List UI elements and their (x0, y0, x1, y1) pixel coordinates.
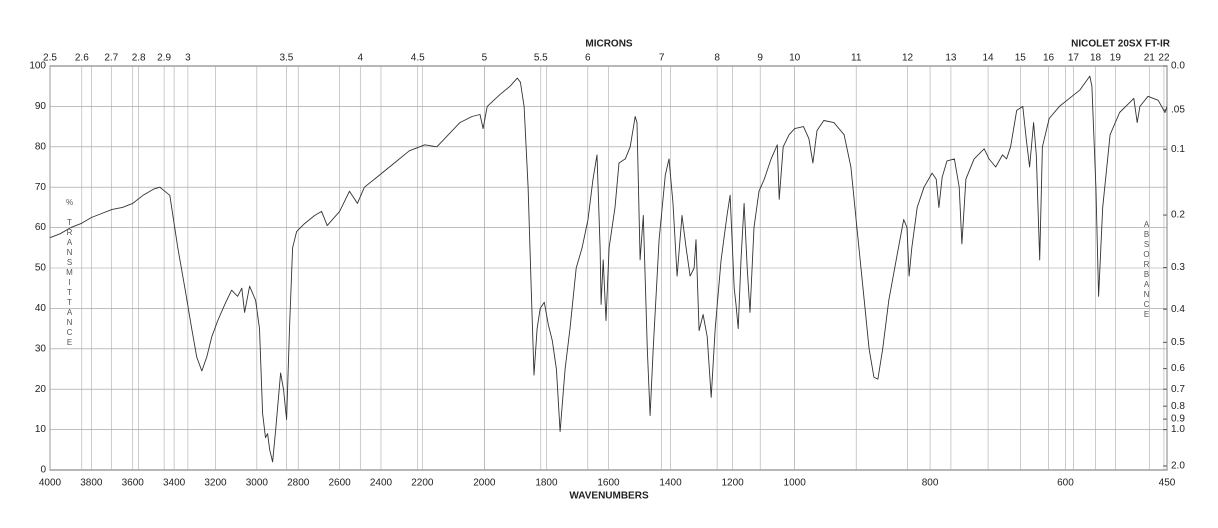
x2-tick-label: 2.8 (132, 53, 146, 64)
x-tick-label: 3600 (122, 478, 145, 489)
x2-tick-label: 9 (757, 53, 763, 64)
spectrum-line (49, 75, 1168, 463)
x2-tick-label: 6 (585, 53, 591, 64)
x2-tick-label: 21 (1144, 53, 1156, 64)
x-tick-label: 450 (1159, 478, 1176, 489)
y2-axis-label: ABSORBANCE (1142, 220, 1151, 320)
x2-tick-label: 2.7 (104, 53, 118, 64)
y2-tick-label: 0.6 (1171, 363, 1185, 374)
x2-tick-label: 8 (714, 53, 720, 64)
x-tick-label: 4000 (39, 478, 62, 489)
x2-tick-label: 15 (1015, 53, 1027, 64)
y2-tick-label: 0.0 (1171, 61, 1185, 72)
y-tick-label: 10 (35, 424, 47, 435)
x2-tick-label: 14 (983, 53, 995, 64)
x-tick-label: 3400 (163, 478, 186, 489)
x-tick-label: 1600 (597, 478, 620, 489)
y-tick-label: 80 (35, 141, 47, 152)
x2-tick-label: 10 (789, 53, 801, 64)
x2-tick-label: 3 (185, 53, 191, 64)
x-tick-label: 1400 (659, 478, 682, 489)
x2-tick-label: 13 (945, 53, 957, 64)
x2-tick-label: 16 (1043, 53, 1055, 64)
x2-tick-label: 2.5 (43, 53, 57, 64)
y2-tick-label: 0.4 (1171, 304, 1185, 315)
x2-tick-label: 3.5 (279, 53, 293, 64)
x2-tick-label: 4 (357, 53, 363, 64)
x2-tick-label: 4.5 (411, 53, 425, 64)
x-tick-label: 800 (922, 478, 939, 489)
x2-tick-label: 5 (482, 53, 488, 64)
y2-tick-label: 1.0 (1171, 424, 1185, 435)
x-tick-label: 2000 (473, 478, 496, 489)
x-tick-label: 2400 (370, 478, 393, 489)
y2-tick-label: 0.7 (1171, 384, 1185, 395)
x-tick-label: 3200 (204, 478, 227, 489)
x-axis-label: WAVENUMBERS (569, 491, 649, 502)
x2-tick-label: 12 (902, 53, 914, 64)
y-tick-label: 30 (35, 343, 47, 354)
y2-tick-label: 0.3 (1171, 262, 1185, 273)
x-tick-label: 1800 (535, 478, 558, 489)
chart-title: NICOLET 20SX FT-IR (1071, 39, 1171, 50)
x-tick-label: 3000 (246, 478, 269, 489)
y2-tick-label: 0.2 (1171, 210, 1185, 221)
y2-tick-label: 0.9 (1171, 414, 1185, 425)
x2-tick-label: 17 (1068, 53, 1080, 64)
x-tick-label: 1200 (721, 478, 744, 489)
y-tick-label: 60 (35, 222, 47, 233)
x-tick-label: 2800 (287, 478, 310, 489)
x-tick-label: 2200 (411, 478, 434, 489)
x-tick-label: 600 (1057, 478, 1074, 489)
x2-tick-label: 7 (659, 53, 665, 64)
y2-tick-label: 0.5 (1171, 337, 1185, 348)
x2-axis-label: MICRONS (585, 39, 633, 50)
x-tick-label: 3800 (80, 478, 103, 489)
x2-tick-label: 2.9 (157, 53, 171, 64)
x2-tick-label: 11 (851, 53, 862, 64)
y2-tick-label: 0.8 (1171, 401, 1185, 412)
x-tick-label: 1000 (784, 478, 807, 489)
x2-tick-label: 19 (1110, 53, 1122, 64)
y2-tick-label: .05 (1171, 105, 1185, 116)
y-tick-label: 90 (35, 101, 47, 112)
y-axis-label: % TRANSMITTANCE (65, 198, 74, 348)
y-tick-label: 50 (35, 263, 47, 274)
y-tick-label: 100 (29, 61, 46, 72)
y-tick-label: 70 (35, 182, 47, 193)
x2-tick-label: 2.6 (75, 53, 89, 64)
y-tick-label: 20 (35, 384, 47, 395)
y2-tick-label: 2.0 (1171, 461, 1185, 472)
x2-tick-label: 5.5 (534, 53, 548, 64)
y-tick-label: 40 (35, 303, 47, 314)
x2-tick-label: 18 (1090, 53, 1102, 64)
y2-tick-label: 0.1 (1171, 144, 1185, 155)
y-tick-label: 0 (40, 465, 46, 476)
x2-tick-label: 22 (1158, 53, 1170, 64)
x-tick-label: 2600 (328, 478, 351, 489)
